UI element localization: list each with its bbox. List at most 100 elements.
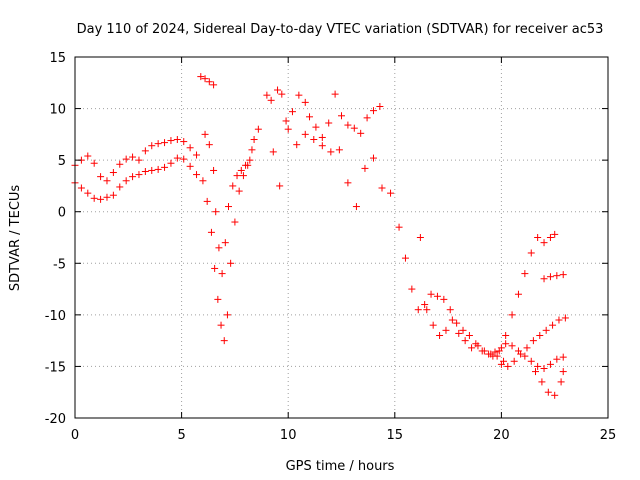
data-point (536, 331, 544, 339)
data-point (514, 290, 522, 298)
data-point (154, 140, 162, 148)
data-point (203, 197, 211, 205)
data-point (201, 75, 209, 83)
data-point (135, 156, 143, 164)
data-point (263, 91, 271, 99)
data-point (433, 292, 441, 300)
data-point (167, 137, 175, 145)
data-point (546, 360, 554, 368)
data-point (214, 295, 222, 303)
data-point (239, 172, 247, 180)
data-point (267, 96, 275, 104)
data-point (116, 183, 124, 191)
data-point (551, 230, 559, 238)
x-tick-label: 25 (600, 428, 617, 443)
data-point (295, 91, 303, 99)
data-point (90, 194, 98, 202)
data-point (423, 306, 431, 314)
data-point (173, 136, 181, 144)
data-point (480, 347, 488, 355)
data-point (508, 342, 516, 350)
data-point (211, 264, 219, 272)
data-point (440, 295, 448, 303)
data-point (327, 148, 335, 156)
data-point (233, 172, 241, 180)
data-point (148, 166, 156, 174)
data-point (352, 203, 360, 211)
y-tick-label: -20 (45, 412, 66, 427)
data-point (84, 189, 92, 197)
data-point (369, 154, 377, 162)
data-point (161, 139, 169, 147)
data-point (218, 270, 226, 278)
data-point (510, 357, 518, 365)
data-point (446, 306, 454, 314)
data-point (173, 154, 181, 162)
data-point (416, 234, 424, 241)
data-point (546, 234, 554, 241)
data-point (197, 73, 205, 81)
data-point (557, 378, 565, 386)
data-point (544, 388, 552, 396)
data-point (246, 156, 254, 164)
data-point (495, 347, 503, 355)
data-point (555, 316, 563, 324)
data-point (521, 352, 529, 360)
y-tick-label: -10 (45, 309, 66, 324)
data-point (491, 348, 499, 356)
data-point (210, 81, 218, 89)
y-tick-label: -5 (53, 257, 66, 272)
data-point (546, 273, 554, 281)
data-point (448, 316, 456, 324)
data-point (378, 184, 386, 192)
data-point (109, 169, 117, 177)
data-point (186, 144, 194, 152)
data-point (559, 271, 567, 279)
data-point (237, 166, 245, 174)
data-point (408, 285, 416, 293)
data-point (199, 177, 207, 185)
data-point (369, 107, 377, 115)
data-point (363, 114, 371, 122)
data-point (429, 321, 437, 329)
data-point (344, 121, 352, 129)
data-point (534, 362, 542, 370)
data-point (141, 167, 149, 175)
data-point (538, 378, 546, 386)
data-point (306, 113, 314, 121)
data-point (325, 119, 333, 127)
axes: 0 5 10 15 20 25 -20 -15 -10 -5 0 5 10 15 (45, 51, 617, 443)
data-point (301, 130, 309, 138)
x-tick-label: 10 (280, 428, 297, 443)
data-point (161, 163, 169, 171)
data-point (97, 173, 105, 181)
data-point (318, 142, 326, 150)
data-point (553, 355, 561, 363)
x-axis-label: GPS time / hours (286, 459, 395, 474)
data-point (135, 171, 143, 179)
data-point (551, 391, 559, 399)
data-point (148, 142, 156, 150)
data-point (414, 306, 422, 314)
data-point (344, 179, 352, 187)
data-point (310, 136, 318, 144)
data-point (474, 342, 482, 350)
data-point (201, 130, 209, 138)
x-tick-label: 15 (387, 428, 404, 443)
y-tick-label: -15 (45, 360, 66, 375)
data-point (180, 138, 188, 146)
data-point (282, 117, 290, 125)
data-point (559, 368, 567, 376)
data-point (312, 123, 320, 131)
data-point (361, 164, 369, 172)
plot-frame (74, 56, 609, 419)
y-tick-label: 0 (58, 206, 66, 221)
data-point (459, 326, 467, 334)
data-point (529, 337, 537, 345)
data-point (561, 314, 569, 322)
data-point (250, 136, 258, 144)
data-point (221, 239, 229, 247)
data-point (540, 275, 548, 283)
data-point (559, 353, 567, 361)
